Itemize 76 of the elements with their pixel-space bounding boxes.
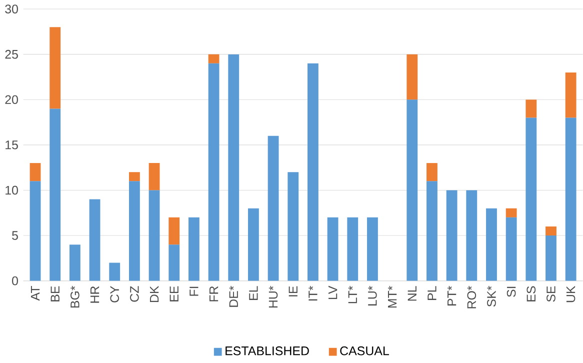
x-tick-label: SE: [546, 286, 556, 302]
x-tick-label: RO*: [467, 286, 476, 308]
x-tick-label: EE: [170, 286, 178, 302]
bar: [128, 172, 140, 182]
x-tick-label: DE*: [229, 286, 238, 307]
y-tick-label: 20: [5, 95, 18, 104]
bar: [168, 244, 180, 281]
y-tick-label: 25: [5, 50, 18, 59]
bar: [128, 181, 140, 281]
bar: [426, 181, 438, 281]
x-tick-label: LV: [328, 286, 338, 300]
bar: [248, 208, 259, 281]
bar: [347, 218, 358, 281]
bar: [148, 190, 160, 281]
x-tick-label: CY: [110, 286, 120, 303]
bar: [466, 190, 478, 281]
x-tick-label: ES: [526, 286, 536, 302]
bar: [30, 163, 41, 182]
bar: [268, 136, 279, 281]
x-tick-label: FR: [210, 286, 218, 302]
bar: [308, 64, 318, 281]
bar: [228, 54, 240, 281]
x-tick-label: BE: [50, 286, 60, 302]
bar: [546, 236, 556, 281]
x-tick-label: LU*: [368, 286, 377, 306]
x-tick-label: LT*: [348, 286, 357, 304]
bar: [526, 118, 537, 281]
x-tick-label: SK*: [487, 286, 496, 307]
bar: [565, 72, 576, 118]
x-tick-label: PL: [428, 286, 436, 300]
x-tick-label: FI: [190, 286, 198, 296]
bar: [50, 27, 61, 109]
legend-label: ESTABLISHED: [226, 346, 309, 356]
x-tick-label: BG*: [70, 286, 80, 308]
bar: [327, 218, 338, 281]
bar: [565, 118, 576, 281]
y-tick-label: 5: [12, 231, 18, 240]
y-tick-label: 10: [6, 186, 18, 195]
x-tick-label: MT*: [388, 286, 397, 308]
bar: [506, 208, 517, 218]
bar: [426, 163, 438, 182]
bar: [208, 64, 220, 281]
x-tick-label: PT*: [448, 286, 456, 306]
bar: [50, 108, 61, 281]
bar: [208, 54, 220, 64]
bar: [30, 181, 41, 281]
bar: [406, 100, 418, 281]
bar: [168, 218, 180, 245]
x-tick-label: UK: [566, 286, 576, 302]
bar: [486, 208, 497, 281]
x-tick-label: IE: [288, 286, 298, 296]
bar: [526, 100, 537, 118]
bar: [69, 244, 80, 281]
bar: [406, 54, 418, 100]
bar: [109, 262, 120, 281]
bar: [148, 163, 160, 190]
x-tick-label: EL: [249, 286, 258, 300]
y-tick-label: 15: [6, 140, 18, 150]
y-tick-label: 30: [5, 4, 18, 14]
bar: [188, 218, 200, 281]
bar: [446, 190, 458, 281]
legend-label: CASUAL: [340, 346, 389, 356]
x-tick-label: HR: [90, 286, 100, 303]
x-tick-label: IT*: [308, 286, 318, 301]
bar: [89, 199, 100, 281]
x-tick-label: AT: [30, 286, 40, 301]
bar: [367, 218, 378, 281]
bar: [506, 218, 517, 281]
bar: [288, 172, 299, 281]
x-tick-label: CZ: [130, 286, 139, 302]
bar: [546, 226, 556, 236]
x-tick-label: SI: [506, 286, 516, 298]
x-tick-label: HU*: [268, 286, 278, 308]
y-tick-label: 0: [12, 276, 18, 286]
x-tick-label: NL: [408, 286, 416, 301]
x-tick-label: DK: [150, 286, 159, 302]
